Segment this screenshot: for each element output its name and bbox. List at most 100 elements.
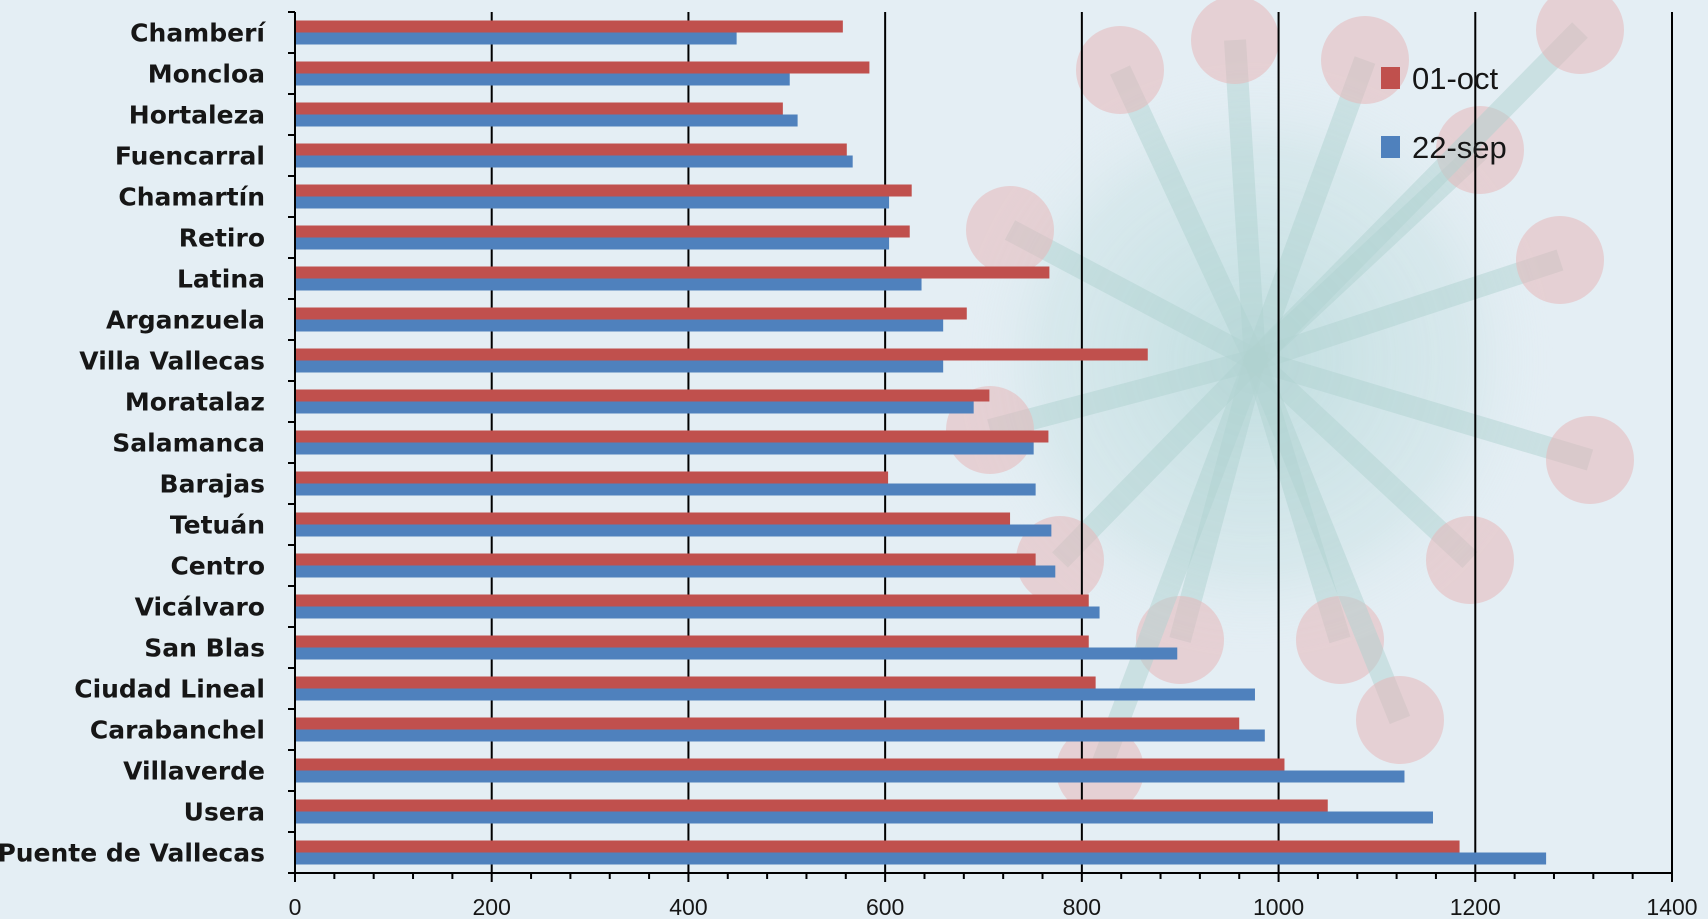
x-tick-label: 1400 bbox=[1646, 894, 1697, 919]
bar-22-sep-Villaverde bbox=[295, 770, 1405, 783]
bar-22-sep-Hortaleza bbox=[295, 114, 798, 127]
virus-spike-head bbox=[1546, 416, 1634, 504]
category-label: Barajas bbox=[160, 470, 265, 499]
bar-01-oct-Salamanca bbox=[295, 430, 1049, 443]
virus-spike bbox=[1089, 356, 1266, 774]
bar-01-oct-Barajas bbox=[295, 471, 889, 484]
bar-01-oct-San Blas bbox=[295, 635, 1089, 648]
bar-22-sep-Vicálvaro bbox=[295, 606, 1100, 619]
virus-spike bbox=[1247, 351, 1478, 569]
virus-spike-head bbox=[966, 186, 1054, 274]
x-tick-labels: 0 200 400 600 800 1000 1200 1400 bbox=[289, 894, 1698, 919]
bar-01-oct-Chamberí bbox=[295, 20, 843, 33]
category-label: Hortaleza bbox=[129, 101, 265, 130]
bar-22-sep-Villa Vallecas bbox=[295, 360, 944, 373]
category-label: Chamberí bbox=[130, 19, 266, 48]
category-labels: Chamberí Moncloa Hortaleza Fuencarral Chamar… bbox=[0, 19, 266, 868]
category-label: Puente de Vallecas bbox=[0, 839, 265, 868]
virus-background-image bbox=[946, 0, 1634, 814]
virus-spike-head bbox=[1321, 16, 1409, 104]
bar-22-sep-Moncloa bbox=[295, 73, 790, 86]
bar-22-sep-Ciudad Lineal bbox=[295, 688, 1255, 701]
category-label: Usera bbox=[184, 798, 265, 827]
bar-22-sep-Salamanca bbox=[295, 442, 1034, 455]
virus-spike-head bbox=[1136, 596, 1224, 684]
virus-spike-head bbox=[1191, 0, 1279, 84]
bar-22-sep-Tetuán bbox=[295, 524, 1052, 537]
virus-spike bbox=[1247, 141, 1488, 369]
category-label: Arganzuela bbox=[106, 306, 265, 335]
virus-spike bbox=[1251, 349, 1594, 471]
virus-spike bbox=[1169, 357, 1266, 643]
bar-01-oct-Villaverde bbox=[295, 758, 1285, 771]
bar-01-oct-Chamartín bbox=[295, 184, 912, 197]
x-tick-label: 1200 bbox=[1450, 894, 1501, 919]
virus-spike bbox=[1251, 249, 1564, 371]
bar-01-oct-Fuencarral bbox=[295, 143, 847, 156]
category-label: Moncloa bbox=[148, 60, 265, 89]
bar-22-sep-Barajas bbox=[295, 483, 1036, 496]
category-label: Retiro bbox=[179, 224, 265, 253]
category-label: Salamanca bbox=[112, 429, 265, 458]
x-tick-label: 400 bbox=[669, 894, 707, 919]
category-label: Ciudad Lineal bbox=[74, 675, 265, 704]
legend: 01-oct 22-sep bbox=[1381, 61, 1507, 165]
virus-spike bbox=[1247, 22, 1588, 368]
bar-01-oct-Retiro bbox=[295, 225, 910, 238]
bar-01-oct-Arganzuela bbox=[295, 307, 967, 320]
category-label: Moratalaz bbox=[125, 388, 265, 417]
category-label: Villa Vallecas bbox=[79, 347, 265, 376]
bar-01-oct-Moratalaz bbox=[295, 389, 990, 402]
virus-spike bbox=[1224, 39, 1266, 361]
virus-spike bbox=[1004, 220, 1261, 370]
bar-22-sep-San Blas bbox=[295, 647, 1178, 660]
bar-22-sep-Puente de Vallecas bbox=[295, 852, 1547, 865]
bar-22-sep-Centro bbox=[295, 565, 1056, 578]
bar-01-oct-Vicálvaro bbox=[295, 594, 1089, 607]
legend-label-01-oct: 01-oct bbox=[1412, 61, 1499, 96]
legend-label-22-sep: 22-sep bbox=[1412, 130, 1507, 165]
virus-spike-head bbox=[1536, 0, 1624, 74]
axes bbox=[288, 11, 1673, 882]
category-label: Villaverde bbox=[123, 757, 265, 786]
x-tick-label: 1000 bbox=[1253, 894, 1304, 919]
virus-spike-head bbox=[1356, 676, 1444, 764]
bar-01-oct-Centro bbox=[295, 553, 1036, 566]
virus-spike-head bbox=[1426, 516, 1514, 604]
bar-01-oct-Moncloa bbox=[295, 61, 870, 74]
category-label: Vicálvaro bbox=[135, 593, 265, 622]
bar-22-sep-Fuencarral bbox=[295, 155, 853, 168]
bar-01-oct-Tetuán bbox=[295, 512, 1011, 525]
virus-spike-head bbox=[1516, 216, 1604, 304]
bar-01-oct-Usera bbox=[295, 799, 1328, 812]
bar-01-oct-Hortaleza bbox=[295, 102, 783, 115]
category-label: Tetuán bbox=[170, 511, 265, 540]
bar-01-oct-Carabanchel bbox=[295, 717, 1240, 730]
bar-01-oct-Ciudad Lineal bbox=[295, 676, 1096, 689]
category-label: San Blas bbox=[144, 634, 265, 663]
bar-22-sep-Moratalaz bbox=[295, 401, 974, 414]
x-tick-label: 800 bbox=[1063, 894, 1101, 919]
legend-swatch-22-sep bbox=[1381, 136, 1400, 158]
virus-spike bbox=[1244, 356, 1351, 644]
x-tick-label: 600 bbox=[866, 894, 904, 919]
category-label: Latina bbox=[177, 265, 265, 294]
bar-01-oct-Villa Vallecas bbox=[295, 348, 1148, 361]
virus-spike-head bbox=[1436, 106, 1524, 194]
category-label: Fuencarral bbox=[115, 142, 265, 171]
bar-22-sep-Carabanchel bbox=[295, 729, 1265, 742]
virus-spike-head bbox=[1296, 596, 1384, 684]
bar-22-sep-Chamberí bbox=[295, 32, 737, 45]
category-label: Centro bbox=[170, 552, 265, 581]
legend-swatch-01-oct bbox=[1381, 67, 1400, 89]
bar-22-sep-Arganzuela bbox=[295, 319, 944, 332]
bar-22-sep-Chamartín bbox=[295, 196, 890, 209]
bars bbox=[295, 20, 1547, 865]
bar-22-sep-Usera bbox=[295, 811, 1433, 824]
bar-01-oct-Puente de Vallecas bbox=[295, 840, 1460, 853]
virus-spike bbox=[987, 349, 1258, 441]
category-label: Chamartín bbox=[118, 183, 265, 212]
virus-body bbox=[955, 60, 1555, 660]
